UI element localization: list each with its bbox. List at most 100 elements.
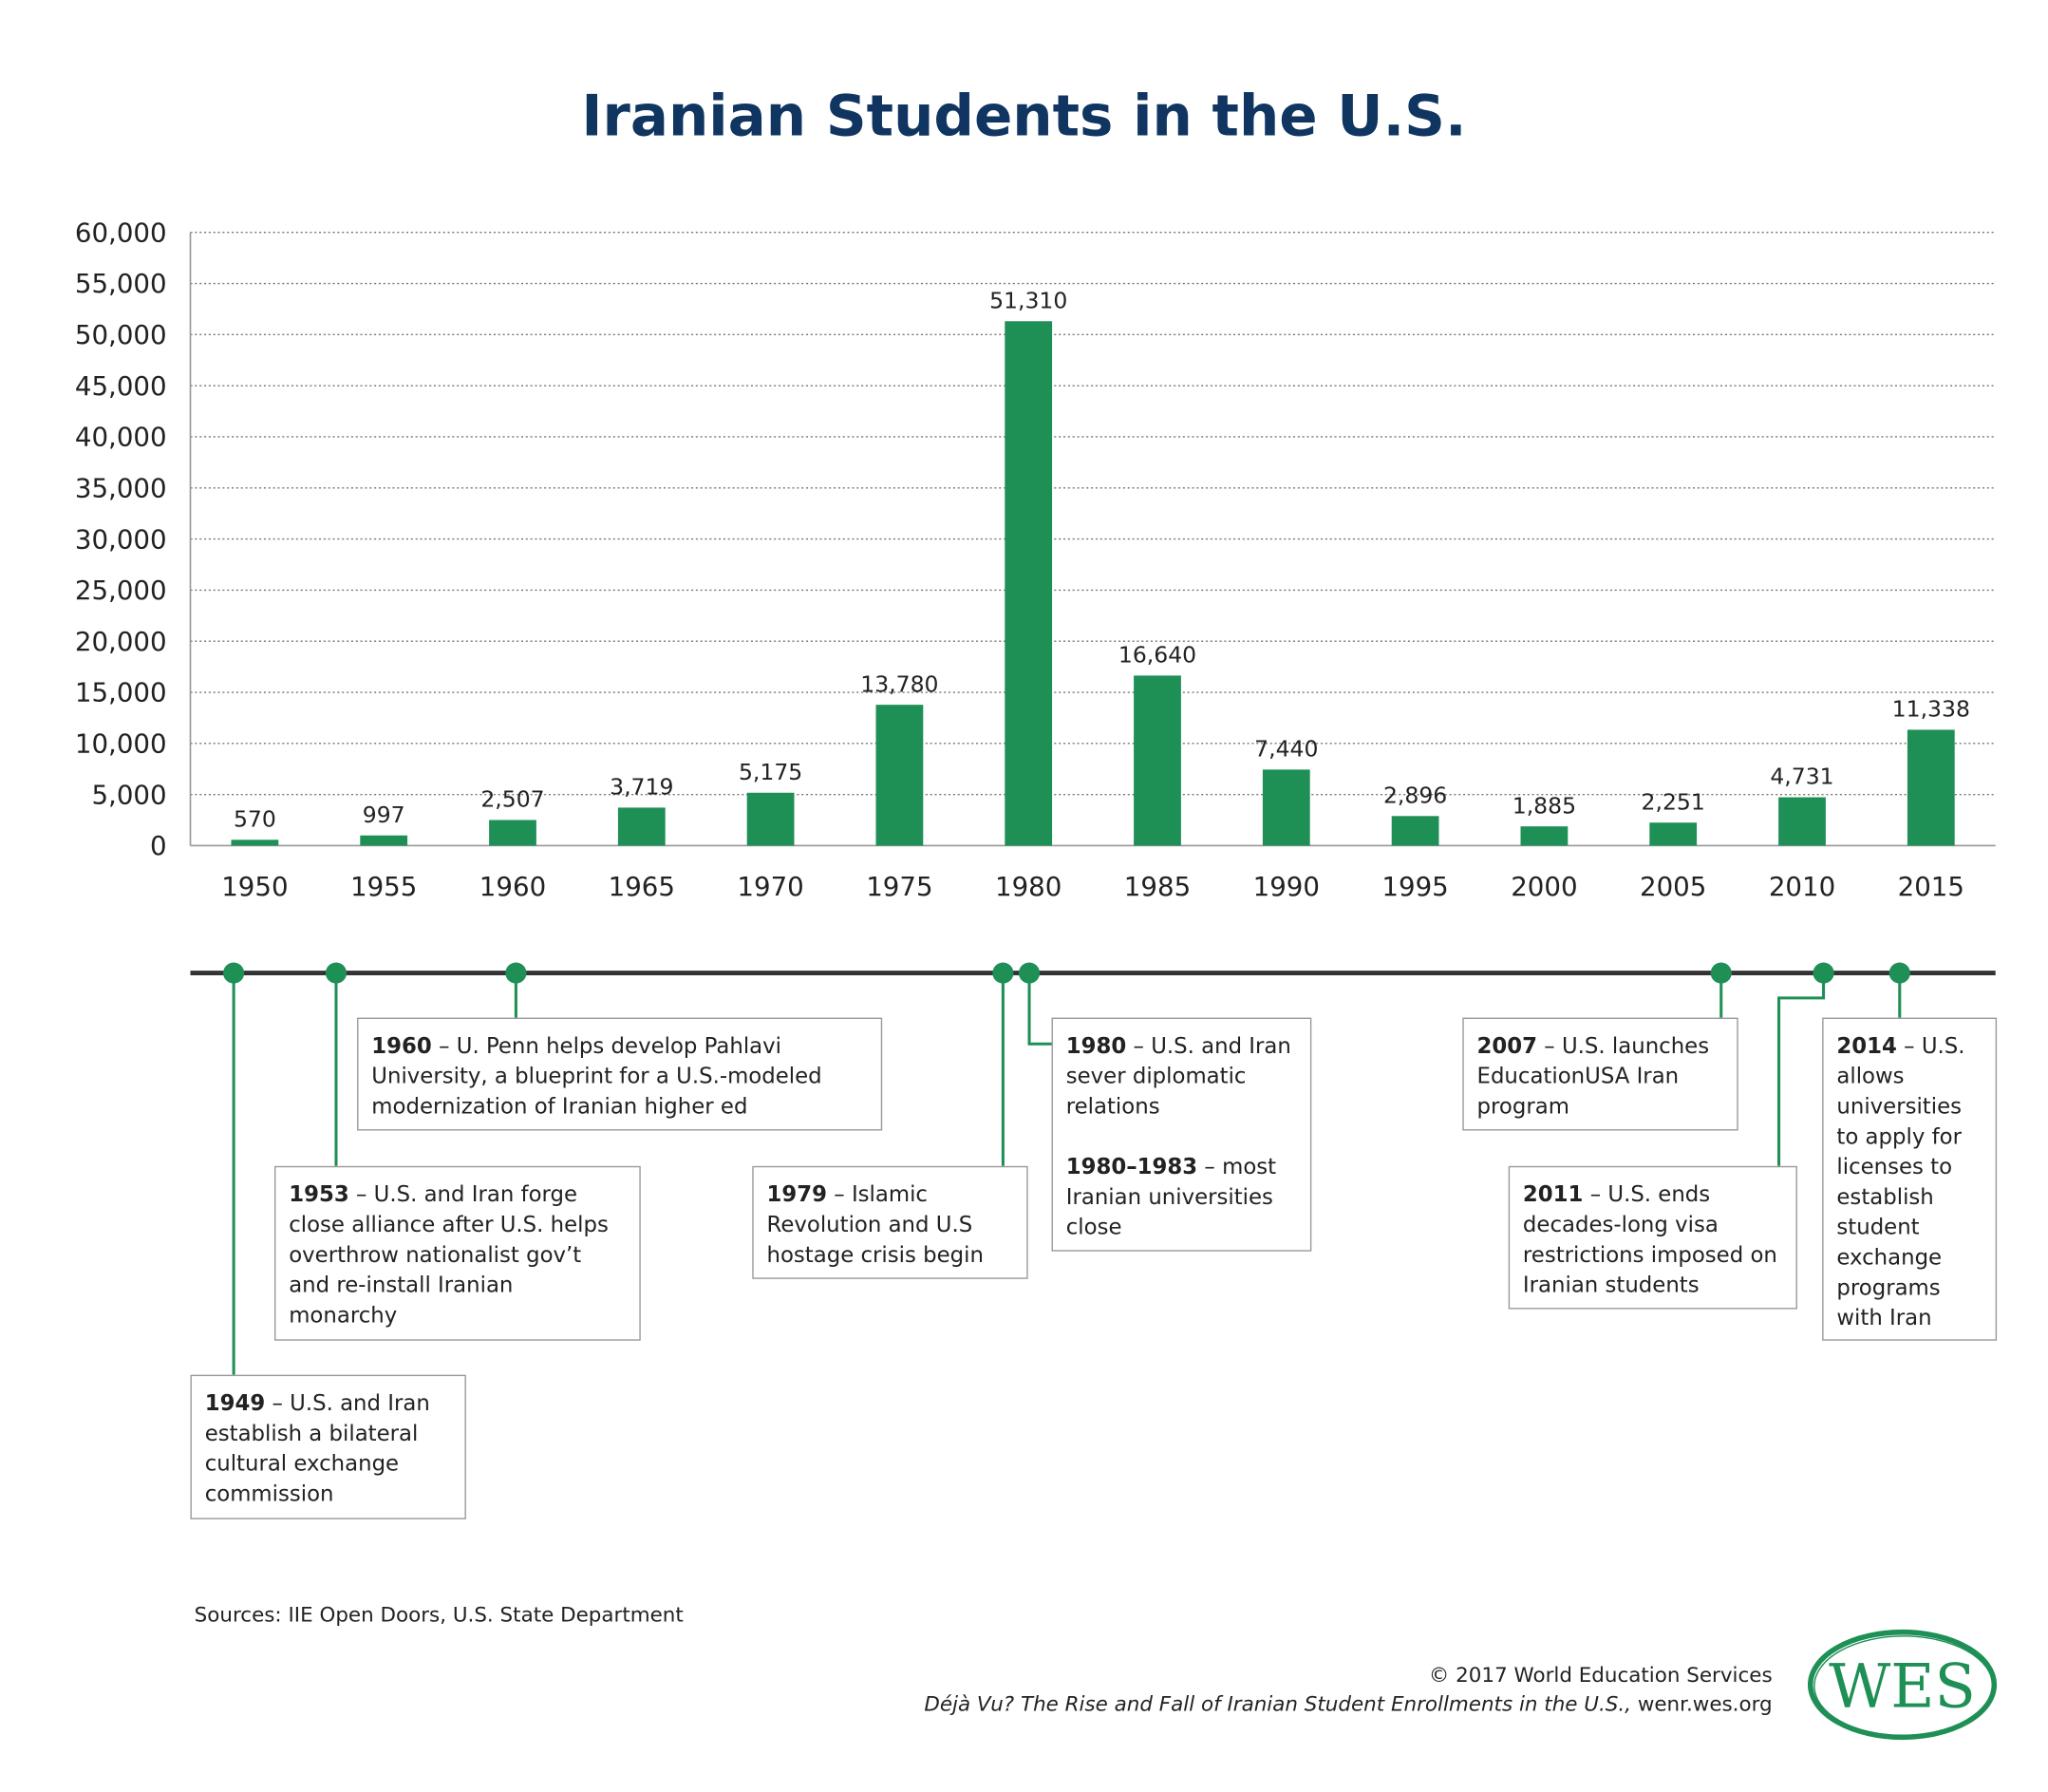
event-year: 1949: [204, 1390, 266, 1416]
connector: [1027, 972, 1052, 1046]
event-1953: 1953 – U.S. and Iran forge close allianc…: [273, 1165, 641, 1341]
wes-logo-ring: [1813, 1635, 1994, 1737]
event-text: Islamic Revolution and U.S hostage crisi…: [766, 1181, 984, 1268]
dash: –: [1537, 1033, 1562, 1059]
x-tick-label: 1960: [479, 871, 546, 902]
credit: © 2017 World Education Services Déjà Vu?…: [924, 1661, 1772, 1719]
data-label: 7,440: [1254, 736, 1318, 763]
publication-line: Déjà Vu? The Rise and Fall of Iranian St…: [924, 1690, 1772, 1719]
y-tick-label: 20,000: [75, 626, 167, 657]
data-label: 4,731: [1770, 764, 1833, 790]
event-year: 1960: [371, 1033, 432, 1059]
event-text: most Iranian universities close: [1065, 1154, 1277, 1240]
connector: [1777, 972, 1826, 1166]
bar-2010: [1778, 797, 1826, 846]
wes-logo: WES: [1829, 1651, 1976, 1722]
event-year: 1980: [1065, 1033, 1127, 1059]
data-label: 16,640: [1118, 642, 1196, 669]
dash: –: [348, 1181, 374, 1207]
y-tick-label: 10,000: [75, 728, 167, 760]
data-label: 3,719: [610, 774, 673, 801]
sources-note: Sources: IIE Open Doors, U.S. State Depa…: [194, 1603, 684, 1628]
dash: –: [265, 1390, 291, 1416]
data-label: 2,896: [1383, 782, 1447, 808]
data-label: 2,251: [1642, 788, 1705, 815]
y-tick-label: 40,000: [75, 422, 167, 453]
event-1949: 1949 – U.S. and Iran establish a bilater…: [190, 1374, 466, 1519]
timeline-dot: [1710, 962, 1732, 984]
dash: –: [1126, 1033, 1152, 1059]
data-label: 11,338: [1892, 696, 1970, 723]
event-year: 1979: [766, 1181, 828, 1207]
event-2011: 2011 – U.S. ends decades-long visa restr…: [1508, 1165, 1797, 1310]
timeline-dot: [992, 962, 1014, 984]
bar-1970: [746, 792, 795, 846]
y-tick-label: 30,000: [75, 523, 167, 555]
data-label: 51,310: [989, 287, 1067, 313]
bar-1990: [1262, 769, 1310, 846]
y-tick-label: 25,000: [75, 575, 167, 606]
data-label: 997: [363, 802, 405, 828]
y-tick-label: 0: [150, 830, 167, 861]
bar-1950: [231, 839, 279, 846]
y-tick-label: 50,000: [75, 319, 167, 350]
copyright: © 2017 World Education Services: [1428, 1663, 1773, 1688]
x-tick-label: 1990: [1253, 871, 1320, 902]
timeline-dot: [325, 962, 348, 984]
event-1960: 1960 – U. Penn helps develop Pahlavi Uni…: [357, 1017, 883, 1131]
x-tick-label: 1975: [866, 871, 932, 902]
timeline-dot: [1018, 962, 1041, 984]
x-tick-label: 1995: [1381, 871, 1448, 902]
x-tick-label: 1950: [221, 871, 288, 902]
event-text: U.S. and Iran sever diplomatic relations: [1065, 1033, 1291, 1120]
bar-1980: [1005, 321, 1053, 846]
data-label: 570: [234, 805, 276, 832]
publication-title: Déjà Vu? The Rise and Fall of Iranian St…: [924, 1692, 1632, 1717]
dash: –: [1583, 1181, 1608, 1207]
source-url[interactable]: wenr.wes.org: [1631, 1692, 1773, 1717]
y-tick-label: 45,000: [75, 370, 167, 402]
data-label: 13,780: [860, 670, 938, 697]
y-tick-label: 15,000: [75, 677, 167, 708]
event-1979: 1979 – Islamic Revolution and U.S hostag…: [752, 1165, 1028, 1279]
data-label: 1,885: [1513, 792, 1576, 819]
bar-1965: [617, 807, 666, 846]
data-label: 2,507: [480, 786, 544, 813]
dash: –: [431, 1033, 457, 1059]
bar-1975: [875, 705, 924, 846]
bar-2015: [1907, 729, 1955, 846]
x-tick-label: 1985: [1124, 871, 1191, 902]
bar-2000: [1520, 826, 1569, 846]
event-text: U.S. and Iran establish a bilateral cult…: [204, 1390, 430, 1506]
y-tick-label: 5,000: [91, 779, 166, 810]
dash: –: [827, 1181, 852, 1207]
event-2014: 2014 – U.S. allows universities to apply…: [1822, 1017, 1998, 1341]
event-1980: 1980 – U.S. and Iran sever diplomatic re…: [1051, 1017, 1312, 1252]
event-year: 2014: [1836, 1033, 1897, 1059]
event-text: U.S. ends decades-long visa restrictions…: [1522, 1181, 1777, 1298]
chart-title: Iranian Students in the U.S.: [581, 84, 1467, 150]
y-tick-label: 35,000: [75, 472, 167, 503]
event-2007: 2007 – U.S. launches EducationUSA Iran p…: [1462, 1017, 1738, 1131]
timeline-dot: [1888, 962, 1910, 984]
bar-2005: [1649, 822, 1698, 846]
data-label: 5,175: [739, 759, 802, 785]
event-year: 2007: [1476, 1033, 1538, 1059]
event-text: U.S. and Iran forge close alliance after…: [289, 1181, 609, 1328]
x-tick-label: 2010: [1769, 871, 1835, 902]
bar-1960: [489, 820, 536, 846]
event-year: 2011: [1522, 1181, 1584, 1207]
timeline-dot: [505, 962, 527, 984]
bar-1995: [1391, 816, 1439, 846]
timeline-dot: [1813, 962, 1834, 984]
x-tick-label: 1965: [609, 871, 675, 902]
event-text: U.S. launches EducationUSA Iran program: [1476, 1033, 1710, 1120]
x-tick-label: 1980: [995, 871, 1062, 902]
wes-logo-ring: [1807, 1629, 1998, 1741]
y-tick-label: 55,000: [75, 268, 167, 299]
event-year: 1980–1983: [1065, 1154, 1198, 1179]
event-year: 1953: [289, 1181, 349, 1207]
x-tick-label: 1970: [737, 871, 803, 902]
x-tick-label: 1955: [350, 871, 417, 902]
